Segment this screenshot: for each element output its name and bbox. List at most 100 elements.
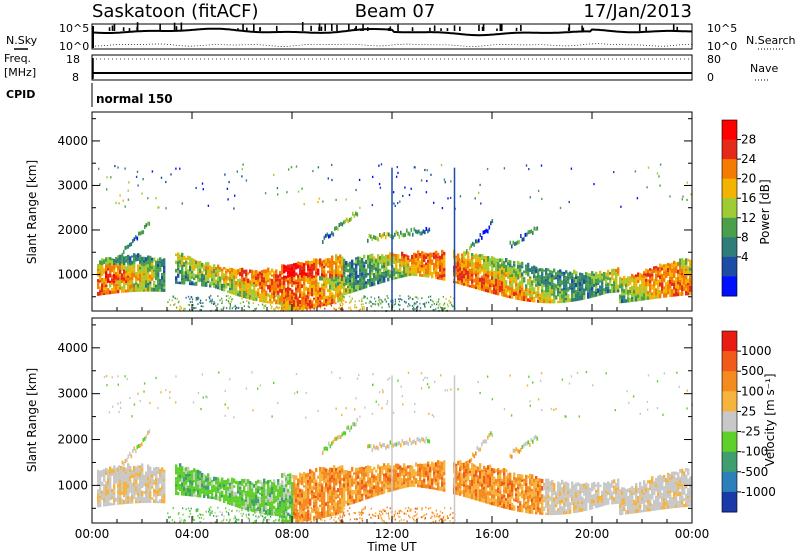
heatmap-cell xyxy=(355,275,358,280)
heatmap-cell xyxy=(307,472,310,478)
heatmap-cell xyxy=(99,276,102,281)
heatmap-cell xyxy=(419,264,422,268)
heatmap-cell xyxy=(127,264,130,268)
heatmap-cell xyxy=(536,226,539,231)
heatmap-cell xyxy=(675,288,678,292)
heatmap-cell xyxy=(317,261,320,265)
heatmap-cell xyxy=(331,280,334,284)
heatmap-cell xyxy=(481,284,484,289)
heatmap-cell xyxy=(367,471,370,477)
heatmap-cell xyxy=(301,489,304,494)
heatmap-cell xyxy=(533,291,536,295)
heatmap-cell xyxy=(475,486,478,490)
heatmap-cell xyxy=(557,300,560,304)
heatmap-cell xyxy=(297,306,300,310)
heatmap-cell xyxy=(409,476,412,481)
heatmap-cell xyxy=(363,491,366,496)
heatmap-cell xyxy=(161,275,164,280)
heatmap-cell xyxy=(193,264,196,269)
heatmap-cell xyxy=(447,305,449,308)
heatmap-cell xyxy=(113,473,116,477)
heatmap-cell xyxy=(157,481,160,484)
heatmap-cell xyxy=(619,294,622,299)
heatmap-cell xyxy=(399,271,402,275)
heatmap-cell xyxy=(436,303,438,306)
heatmap-cell xyxy=(285,500,288,505)
heatmap-cell xyxy=(233,499,236,503)
heatmap-cell xyxy=(471,462,474,467)
heatmap-cell xyxy=(267,483,270,487)
heatmap-cell xyxy=(413,272,416,276)
heatmap-cell xyxy=(341,296,344,302)
heatmap-cell xyxy=(153,467,156,472)
heatmap-cell xyxy=(605,283,608,287)
heatmap-cell xyxy=(135,491,138,495)
heatmap-cell xyxy=(398,234,401,239)
heatmap-cell xyxy=(123,265,126,270)
heatmap-cell xyxy=(291,474,294,479)
heatmap-cell xyxy=(353,289,356,293)
heatmap-cell xyxy=(378,301,381,303)
heatmap-cell xyxy=(335,478,338,483)
heatmap-cell xyxy=(323,467,326,472)
heatmap-cell xyxy=(487,284,490,287)
heatmap-cell xyxy=(307,490,310,496)
heatmap-cell xyxy=(561,274,564,277)
heatmap-cell xyxy=(375,485,378,490)
heatmap-cell xyxy=(388,232,390,237)
heatmap-cell xyxy=(145,264,148,269)
heatmap-cell xyxy=(197,266,200,269)
heatmap-cell xyxy=(635,292,638,296)
heatmap-cell xyxy=(451,305,454,308)
heatmap-cell xyxy=(263,505,266,508)
heatmap-cell xyxy=(199,301,201,304)
heatmap-cell xyxy=(495,291,498,295)
heatmap-cell xyxy=(313,280,316,285)
heatmap-cell xyxy=(389,465,392,469)
heatmap-cell xyxy=(315,516,318,520)
heatmap-cell xyxy=(407,474,410,478)
heatmap-cell xyxy=(355,289,358,292)
heatmap-cell xyxy=(151,486,154,489)
heatmap-cell xyxy=(281,505,284,509)
heatmap-cell xyxy=(435,271,438,274)
heatmap-cell xyxy=(285,483,288,488)
heatmap-cell xyxy=(301,513,304,519)
heatmap-cell xyxy=(533,271,536,276)
heatmap-cell xyxy=(279,295,282,298)
heatmap-cell xyxy=(663,286,666,290)
heatmap-cell xyxy=(337,260,340,264)
heatmap-cell xyxy=(523,291,526,297)
heatmap-cell xyxy=(485,260,488,264)
heatmap-cell xyxy=(389,475,392,478)
heatmap-cell xyxy=(491,282,494,288)
heatmap-cell xyxy=(147,464,150,469)
heatmap-cell xyxy=(367,259,370,265)
heatmap-cell xyxy=(315,467,318,473)
heatmap-cell xyxy=(430,173,432,176)
heatmap-cell xyxy=(355,285,358,290)
heatmap-cell xyxy=(257,271,260,274)
heatmap-cell xyxy=(281,277,284,280)
heatmap-cell xyxy=(619,284,622,289)
heatmap-cell xyxy=(119,497,122,501)
heatmap-cell xyxy=(437,264,440,269)
heatmap-cell xyxy=(317,305,320,308)
heatmap-cell xyxy=(312,170,314,173)
heatmap-cell xyxy=(571,272,574,277)
heatmap-cell xyxy=(547,289,550,293)
heatmap-cell xyxy=(157,483,160,488)
heatmap-cell xyxy=(303,506,306,511)
heatmap-cell xyxy=(285,265,288,270)
heatmap-cell xyxy=(367,279,370,282)
heatmap-cell xyxy=(309,517,312,521)
heatmap-cell xyxy=(335,274,338,278)
heatmap-cell xyxy=(449,302,451,305)
heatmap-cell xyxy=(581,273,584,277)
heatmap-cell xyxy=(291,273,294,277)
heatmap-cell xyxy=(479,233,482,238)
heatmap-cell xyxy=(105,470,108,475)
heatmap-cell xyxy=(234,305,236,308)
heatmap-cell xyxy=(387,463,390,468)
heatmap-cell xyxy=(585,274,588,280)
